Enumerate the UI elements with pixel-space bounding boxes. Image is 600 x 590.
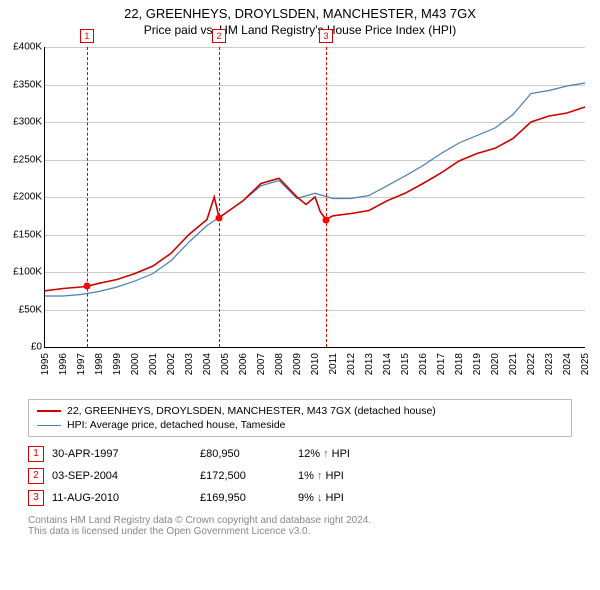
y-tick-label: £150K [13, 229, 42, 240]
y-tick-label: £200K [13, 192, 42, 203]
transaction-number-box: 1 [28, 446, 44, 462]
transaction-dot [322, 216, 329, 223]
x-tick-label: 1998 [94, 353, 105, 375]
x-tick-label: 2013 [364, 353, 375, 375]
legend-label: HPI: Average price, detached house, Tame… [67, 419, 286, 431]
x-tick-label: 2024 [562, 353, 573, 375]
y-tick-label: £100K [13, 267, 42, 278]
x-tick-label: 2020 [490, 353, 501, 375]
x-tick-label: 2011 [328, 353, 339, 375]
x-tick-label: 2010 [310, 353, 321, 375]
y-axis: £0£50K£100K£150K£200K£250K£300K£350K£400… [0, 47, 44, 347]
x-tick-label: 2015 [400, 353, 411, 375]
transaction-change: 12% ↑ HPI [298, 448, 408, 460]
attribution: Contains HM Land Registry data © Crown c… [28, 515, 572, 537]
transaction-dot [83, 283, 90, 290]
series-property [45, 107, 585, 291]
transaction-marker: 2 [212, 29, 226, 43]
x-tick-label: 2007 [256, 353, 267, 375]
x-tick-label: 2019 [472, 353, 483, 375]
transaction-vline [326, 47, 327, 347]
chart-title: 22, GREENHEYS, DROYLSDEN, MANCHESTER, M4… [0, 6, 600, 21]
legend-swatch [37, 425, 61, 426]
x-tick-label: 2002 [166, 353, 177, 375]
transaction-row: 3 11-AUG-2010 £169,950 9% ↓ HPI [28, 487, 572, 509]
transaction-change: 9% ↓ HPI [298, 492, 408, 504]
x-tick-label: 2017 [436, 353, 447, 375]
x-tick-label: 2001 [148, 353, 159, 375]
attribution-line-2: This data is licensed under the Open Gov… [28, 526, 572, 537]
transaction-number-box: 3 [28, 490, 44, 506]
transaction-date: 30-APR-1997 [52, 448, 192, 460]
transaction-change: 1% ↑ HPI [298, 470, 408, 482]
y-tick-label: £400K [13, 42, 42, 53]
transaction-date: 03-SEP-2004 [52, 470, 192, 482]
transaction-price: £80,950 [200, 448, 290, 460]
y-tick-label: £0 [31, 342, 42, 353]
legend: 22, GREENHEYS, DROYLSDEN, MANCHESTER, M4… [28, 399, 572, 437]
x-tick-label: 2018 [454, 353, 465, 375]
x-tick-label: 2022 [526, 353, 537, 375]
x-tick-label: 2012 [346, 353, 357, 375]
legend-swatch [37, 410, 61, 412]
transaction-dot [216, 214, 223, 221]
x-tick-label: 1997 [76, 353, 87, 375]
x-tick-label: 2006 [238, 353, 249, 375]
transaction-date: 11-AUG-2010 [52, 492, 192, 504]
x-tick-label: 2025 [580, 353, 591, 375]
legend-item: HPI: Average price, detached house, Tame… [37, 418, 563, 432]
y-tick-label: £300K [13, 117, 42, 128]
plot: 123 [44, 47, 585, 348]
legend-label: 22, GREENHEYS, DROYLSDEN, MANCHESTER, M4… [67, 405, 436, 417]
x-tick-label: 2021 [508, 353, 519, 375]
x-tick-label: 1999 [112, 353, 123, 375]
x-tick-label: 2023 [544, 353, 555, 375]
transaction-price: £172,500 [200, 470, 290, 482]
transaction-vline [87, 47, 88, 347]
x-tick-label: 2009 [292, 353, 303, 375]
x-tick-label: 2004 [202, 353, 213, 375]
transaction-price: £169,950 [200, 492, 290, 504]
legend-item: 22, GREENHEYS, DROYLSDEN, MANCHESTER, M4… [37, 404, 563, 418]
x-tick-label: 2008 [274, 353, 285, 375]
x-axis: 1995199619971998199920002001200220032004… [44, 347, 584, 383]
y-tick-label: £50K [19, 304, 42, 315]
x-tick-label: 1995 [40, 353, 51, 375]
x-tick-label: 2000 [130, 353, 141, 375]
y-tick-label: £350K [13, 79, 42, 90]
x-tick-label: 2014 [382, 353, 393, 375]
attribution-line-1: Contains HM Land Registry data © Crown c… [28, 515, 572, 526]
transaction-number-box: 2 [28, 468, 44, 484]
x-tick-label: 1996 [58, 353, 69, 375]
chart-area: £0£50K£100K£150K£200K£250K£300K£350K£400… [0, 47, 600, 391]
transaction-marker: 1 [80, 29, 94, 43]
transaction-marker: 3 [319, 29, 333, 43]
transaction-row: 1 30-APR-1997 £80,950 12% ↑ HPI [28, 443, 572, 465]
transaction-vline [219, 47, 220, 347]
x-tick-label: 2003 [184, 353, 195, 375]
transactions-table: 1 30-APR-1997 £80,950 12% ↑ HPI 2 03-SEP-2004… [28, 443, 572, 509]
x-tick-label: 2016 [418, 353, 429, 375]
transaction-row: 2 03-SEP-2004 £172,500 1% ↑ HPI [28, 465, 572, 487]
series-hpi [45, 83, 585, 296]
y-tick-label: £250K [13, 154, 42, 165]
x-tick-label: 2005 [220, 353, 231, 375]
